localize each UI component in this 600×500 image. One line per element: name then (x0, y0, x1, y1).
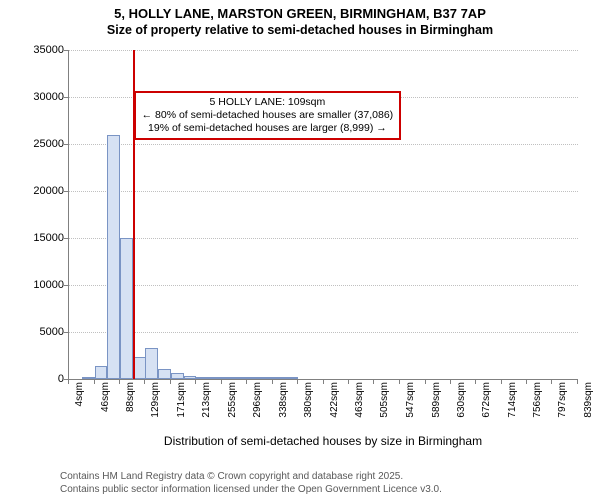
x-tick-mark (425, 380, 426, 384)
histogram-bar (285, 377, 298, 379)
histogram-bar (273, 377, 286, 379)
gridline (69, 50, 578, 51)
histogram-bar (158, 369, 171, 379)
x-tick-mark (94, 380, 95, 384)
x-tick-mark (551, 380, 552, 384)
y-tick-label: 5000 (4, 326, 64, 338)
x-tick-mark (323, 380, 324, 384)
annot-line3: 19% of semi-detached houses are larger (… (142, 122, 394, 135)
footer-line2: Contains public sector information licen… (60, 484, 442, 497)
histogram-bar (95, 366, 108, 379)
histogram-bar (247, 377, 260, 379)
x-tick-label: 589sqm (431, 382, 442, 432)
x-tick-mark (195, 380, 196, 384)
histogram-bar (107, 135, 120, 379)
x-tick-label: 714sqm (507, 382, 518, 432)
x-tick-mark (501, 380, 502, 384)
plot-area: 5 HOLLY LANE: 109sqm← 80% of semi-detach… (68, 50, 578, 380)
histogram-bar (209, 377, 222, 379)
x-tick-label: 338sqm (278, 382, 289, 432)
y-tick-mark (64, 50, 68, 51)
histogram-bar (120, 238, 133, 379)
x-tick-mark (526, 380, 527, 384)
y-tick-mark (64, 191, 68, 192)
histogram-bar (222, 377, 235, 379)
x-tick-label: 129sqm (150, 382, 161, 432)
x-tick-label: 255sqm (227, 382, 238, 432)
chart-area: Number of semi-detached properties 5 HOL… (0, 42, 600, 442)
x-tick-mark (373, 380, 374, 384)
y-tick-mark (64, 238, 68, 239)
y-tick-mark (64, 285, 68, 286)
x-tick-mark (119, 380, 120, 384)
x-tick-label: 505sqm (379, 382, 390, 432)
y-tick-mark (64, 97, 68, 98)
title-address: 5, HOLLY LANE, MARSTON GREEN, BIRMINGHAM… (0, 6, 600, 21)
footer-attribution: Contains HM Land Registry data © Crown c… (60, 471, 442, 496)
x-tick-mark (68, 380, 69, 384)
x-tick-label: 171sqm (176, 382, 187, 432)
y-tick-mark (64, 144, 68, 145)
y-tick-label: 0 (4, 373, 64, 385)
histogram-bar (145, 348, 158, 379)
x-tick-mark (221, 380, 222, 384)
x-tick-mark (297, 380, 298, 384)
x-tick-label: 463sqm (354, 382, 365, 432)
x-axis-label: Distribution of semi-detached houses by … (68, 434, 578, 448)
gridline (69, 191, 578, 192)
annot-line2: ← 80% of semi-detached houses are smalle… (142, 109, 394, 122)
chart-titles: 5, HOLLY LANE, MARSTON GREEN, BIRMINGHAM… (0, 0, 600, 37)
gridline (69, 144, 578, 145)
x-tick-label: 88sqm (125, 382, 136, 432)
x-tick-mark (577, 380, 578, 384)
y-tick-label: 15000 (4, 232, 64, 244)
histogram-bar (235, 377, 248, 379)
x-tick-label: 756sqm (532, 382, 543, 432)
x-tick-label: 630sqm (456, 382, 467, 432)
x-tick-mark (170, 380, 171, 384)
y-tick-label: 20000 (4, 185, 64, 197)
histogram-bar (82, 377, 95, 379)
x-tick-label: 46sqm (100, 382, 111, 432)
x-tick-label: 839sqm (583, 382, 594, 432)
x-tick-mark (272, 380, 273, 384)
footer-line1: Contains HM Land Registry data © Crown c… (60, 471, 442, 484)
annot-line1: 5 HOLLY LANE: 109sqm (142, 96, 394, 109)
annotation-box: 5 HOLLY LANE: 109sqm← 80% of semi-detach… (134, 91, 402, 140)
y-tick-label: 10000 (4, 279, 64, 291)
y-tick-label: 30000 (4, 91, 64, 103)
histogram-bar (171, 373, 184, 379)
x-tick-label: 672sqm (481, 382, 492, 432)
x-tick-mark (246, 380, 247, 384)
y-tick-label: 25000 (4, 138, 64, 150)
gridline (69, 238, 578, 239)
x-tick-mark (450, 380, 451, 384)
x-tick-label: 547sqm (405, 382, 416, 432)
histogram-bar (184, 376, 197, 379)
y-tick-mark (64, 332, 68, 333)
gridline (69, 332, 578, 333)
x-tick-mark (348, 380, 349, 384)
x-tick-label: 422sqm (329, 382, 340, 432)
title-subtitle: Size of property relative to semi-detach… (0, 23, 600, 37)
y-tick-label: 35000 (4, 44, 64, 56)
gridline (69, 285, 578, 286)
x-tick-mark (475, 380, 476, 384)
x-tick-mark (144, 380, 145, 384)
histogram-bar (196, 377, 209, 379)
x-tick-label: 797sqm (557, 382, 568, 432)
x-tick-label: 213sqm (201, 382, 212, 432)
x-tick-label: 4sqm (74, 382, 85, 432)
histogram-bar (260, 377, 273, 379)
x-tick-label: 296sqm (252, 382, 263, 432)
x-tick-mark (399, 380, 400, 384)
x-tick-label: 380sqm (303, 382, 314, 432)
